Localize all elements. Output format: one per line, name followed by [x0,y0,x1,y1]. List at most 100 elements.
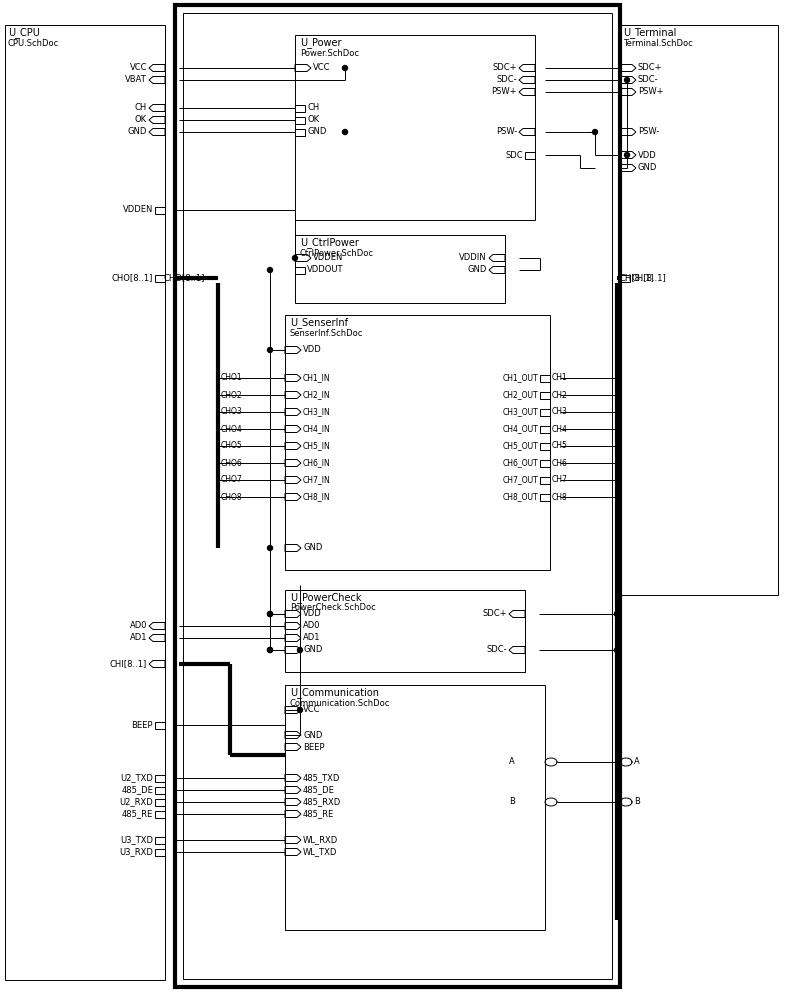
Bar [155,810,165,818]
Circle shape [267,648,273,652]
Text: CHO7: CHO7 [221,476,243,485]
Text: AD0: AD0 [130,621,147,631]
Text: CPU.SchDoc: CPU.SchDoc [8,38,59,47]
Bar [295,128,305,135]
Text: VDDEN: VDDEN [123,206,153,215]
Text: CH5_IN: CH5_IN [303,442,331,450]
Bar [540,493,550,500]
Circle shape [343,129,347,134]
Text: CH: CH [307,104,319,112]
Bar [295,116,305,123]
Text: CHO[8..1]: CHO[8..1] [112,273,153,282]
Text: CH1_IN: CH1_IN [303,373,331,382]
Bar [540,374,550,381]
Circle shape [297,648,303,652]
Text: B: B [509,798,515,806]
Bar [295,266,305,273]
Text: CH: CH [134,104,147,112]
Text: CH4_IN: CH4_IN [303,424,331,434]
Text: GND: GND [468,265,487,274]
Text: CH[8..1]: CH[8..1] [620,273,655,282]
Text: CH4_OUT: CH4_OUT [502,424,538,434]
Circle shape [292,255,297,260]
Bar [155,848,165,856]
Text: SDC-: SDC- [638,76,659,85]
Text: VDDEN: VDDEN [313,253,343,262]
Text: CH6: CH6 [552,458,567,468]
Text: CH6_IN: CH6_IN [303,458,331,468]
Text: CH1: CH1 [552,373,567,382]
Bar [540,477,550,484]
Text: SDC+: SDC+ [638,64,663,73]
Circle shape [297,708,303,712]
Circle shape [615,611,619,616]
Text: CHO8: CHO8 [221,492,243,502]
Circle shape [343,66,347,70]
Text: CH[8..1]: CH[8..1] [632,273,667,282]
Text: BEEP: BEEP [131,720,153,730]
Circle shape [267,267,273,272]
Text: AD0: AD0 [303,621,321,631]
Text: CH3_IN: CH3_IN [303,408,331,416]
Text: BEEP: BEEP [303,742,325,752]
Text: PSW-: PSW- [638,127,659,136]
Text: U_Terminal: U_Terminal [623,28,677,38]
Bar [620,274,630,282]
Circle shape [593,129,597,134]
Text: CH5: CH5 [552,442,567,450]
Bar [525,151,535,158]
Text: A: A [634,758,640,766]
Text: CH8_IN: CH8_IN [303,492,331,502]
Text: CH5_OUT: CH5_OUT [502,442,538,450]
Bar [155,786,165,794]
Circle shape [267,611,273,616]
Text: 485_RXD: 485_RXD [303,798,341,806]
Text: CH2_IN: CH2_IN [303,390,331,399]
Text: CHO3: CHO3 [221,408,243,416]
Text: CH3: CH3 [552,408,567,416]
Circle shape [625,78,630,83]
Text: CHO2: CHO2 [221,390,243,399]
Text: VDDIN: VDDIN [459,253,487,262]
Text: 485_RE: 485_RE [122,810,153,818]
Text: VCC: VCC [303,706,321,714]
Text: Power.SchDoc: Power.SchDoc [300,48,359,57]
Text: CH7: CH7 [552,476,567,485]
Text: U3_RXD: U3_RXD [119,848,153,856]
Text: CH2: CH2 [552,390,567,399]
Text: U_PowerCheck: U_PowerCheck [290,593,362,603]
Text: GND: GND [638,163,657,172]
Text: 485_DE: 485_DE [303,786,335,794]
Text: VDD: VDD [303,609,321,618]
Circle shape [267,348,273,353]
Bar [295,104,305,111]
Circle shape [615,611,619,616]
Text: CtrlPower.SchDoc: CtrlPower.SchDoc [300,248,374,257]
Text: GND: GND [307,127,326,136]
Text: A: A [509,758,515,766]
Text: SDC-: SDC- [497,76,517,85]
Text: B: B [634,798,640,806]
Text: 485_TXD: 485_TXD [303,774,340,782]
Circle shape [267,648,273,652]
Text: AD1: AD1 [130,634,147,643]
Text: CHO4: CHO4 [221,424,243,434]
Bar [155,798,165,806]
Bar [155,274,165,282]
Text: CH6_OUT: CH6_OUT [502,458,538,468]
Text: SenserInf.SchDoc: SenserInf.SchDoc [290,328,363,338]
Bar [540,426,550,432]
Text: CH2_OUT: CH2_OUT [502,390,538,399]
Text: U_CPU: U_CPU [8,28,40,38]
Text: VBAT: VBAT [125,76,147,85]
Text: CHO1: CHO1 [221,373,243,382]
Bar [155,774,165,782]
Bar [540,442,550,450]
Bar [540,460,550,466]
Text: U2_RXD: U2_RXD [119,798,153,806]
Text: CHO[8..1]: CHO[8..1] [163,273,204,282]
Text: Communication.SchDoc: Communication.SchDoc [290,698,391,708]
Text: VCC: VCC [130,64,147,73]
Bar [540,391,550,398]
Text: CHI[8..1]: CHI[8..1] [110,660,147,668]
